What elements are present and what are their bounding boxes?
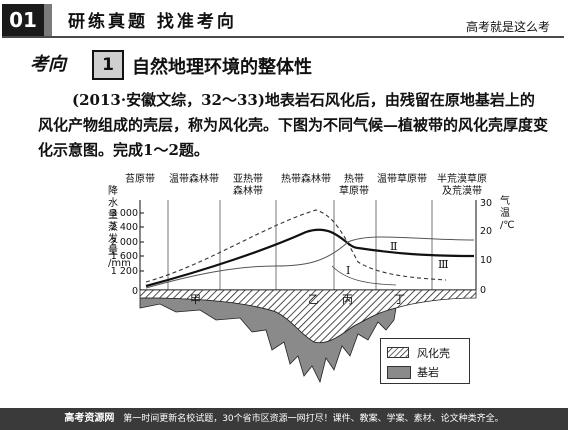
svg-text:量: 量 [108,245,118,257]
zone-label: 热带 [344,172,364,185]
svg-text:1 200: 1 200 [111,266,138,277]
curve-evaporation-thin [145,236,475,289]
zone-label: 半荒漠草原 [437,172,487,185]
svg-text:发: 发 [108,232,118,245]
location-label: 丁 [394,293,405,306]
location-label: 乙 [308,293,319,306]
weathering-figure: 苔原带 温带森林带 亚热带 森林带 热带森林带 热带 草原带 温带草原带 半荒漠… [108,172,515,384]
header-subtitle: 高考就是这么考 [465,20,550,34]
section-badge: 1 [92,50,124,80]
zone-label: 及荒漠带 [442,185,482,197]
y-axis-left-label: 降水量 蒸发量 /mm [108,184,131,269]
footer-bar: 高考资源网 第一时间更新名校试题，30个省市区资源一网打尽！课件、教案、学案、素… [0,408,568,430]
svg-text:温: 温 [500,207,510,219]
svg-text:10: 10 [480,255,492,266]
y-axis-right-label: 气温/℃ [500,194,515,231]
svg-text:3 000: 3 000 [111,208,138,219]
y-ticks-right: 30 20 10 0 [480,198,492,296]
svg-text:/℃: /℃ [500,220,515,231]
zone-label: 森林带 [233,184,263,197]
section-heading: 考向 1 自然地理环境的整体性 [30,48,450,82]
curve-label: Ⅰ [346,264,350,277]
curve-label: Ⅲ [438,258,449,271]
zone-label: 温带森林带 [169,172,219,185]
curve-precipitation-bold [145,228,475,288]
svg-text:气: 气 [500,194,510,207]
curve-label: Ⅱ [390,240,397,253]
header-title: 研练真题 找准考向 [68,12,237,32]
legend-swatch [387,366,411,379]
legend: 风化壳 基岩 [380,338,470,384]
curve-temperature-dashed [145,209,447,283]
header-number: 01 [2,4,44,36]
location-label: 甲 [190,293,201,306]
svg-text:0: 0 [132,286,138,297]
curve-i [331,265,397,286]
zone-label: 亚热带 [233,172,263,185]
zone-label: 温带草原带 [377,173,427,185]
section-word: 考向 [30,54,66,75]
zone-label: 草原带 [339,185,369,197]
section-title: 自然地理环境的整体性 [132,57,312,78]
bedrock [139,297,397,384]
svg-text:0: 0 [480,285,486,296]
location-label: 丙 [342,293,353,306]
svg-text:2 400: 2 400 [111,222,138,233]
svg-text:量: 量 [108,209,118,221]
header-bar: 01 研练真题 找准考向 高考就是这么考 [2,4,564,38]
svg-text:水: 水 [108,197,118,209]
svg-text:/mm: /mm [108,258,131,269]
footer-text: 第一时间更新名校试题，30个省市区资源一网打尽！课件、教案、学案、素材、论文种类… [123,414,504,424]
svg-text:蒸: 蒸 [108,221,118,233]
zone-labels: 苔原带 温带森林带 亚热带 森林带 热带森林带 热带 草原带 温带草原带 半荒漠… [125,172,487,197]
zone-label: 苔原带 [125,172,155,185]
legend-label: 风化壳 [417,347,450,360]
svg-text:20: 20 [480,226,492,237]
svg-text:30: 30 [480,198,492,209]
zone-label: 热带森林带 [281,172,331,185]
footer-site[interactable]: 高考资源网 [64,413,115,424]
legend-label: 基岩 [417,366,439,379]
svg-text:1 600: 1 600 [111,251,138,262]
svg-text:降: 降 [108,184,118,197]
header-accent [44,4,52,36]
question-text: (2013·安徽文综，32～33)地表岩石风化后，由残留在原地基岩上的风化产物组… [38,91,549,159]
y-ticks-left: 3 000 2 400 2 000 1 600 1 200 800 0 [111,208,138,297]
svg-text:2 000: 2 000 [111,237,138,248]
